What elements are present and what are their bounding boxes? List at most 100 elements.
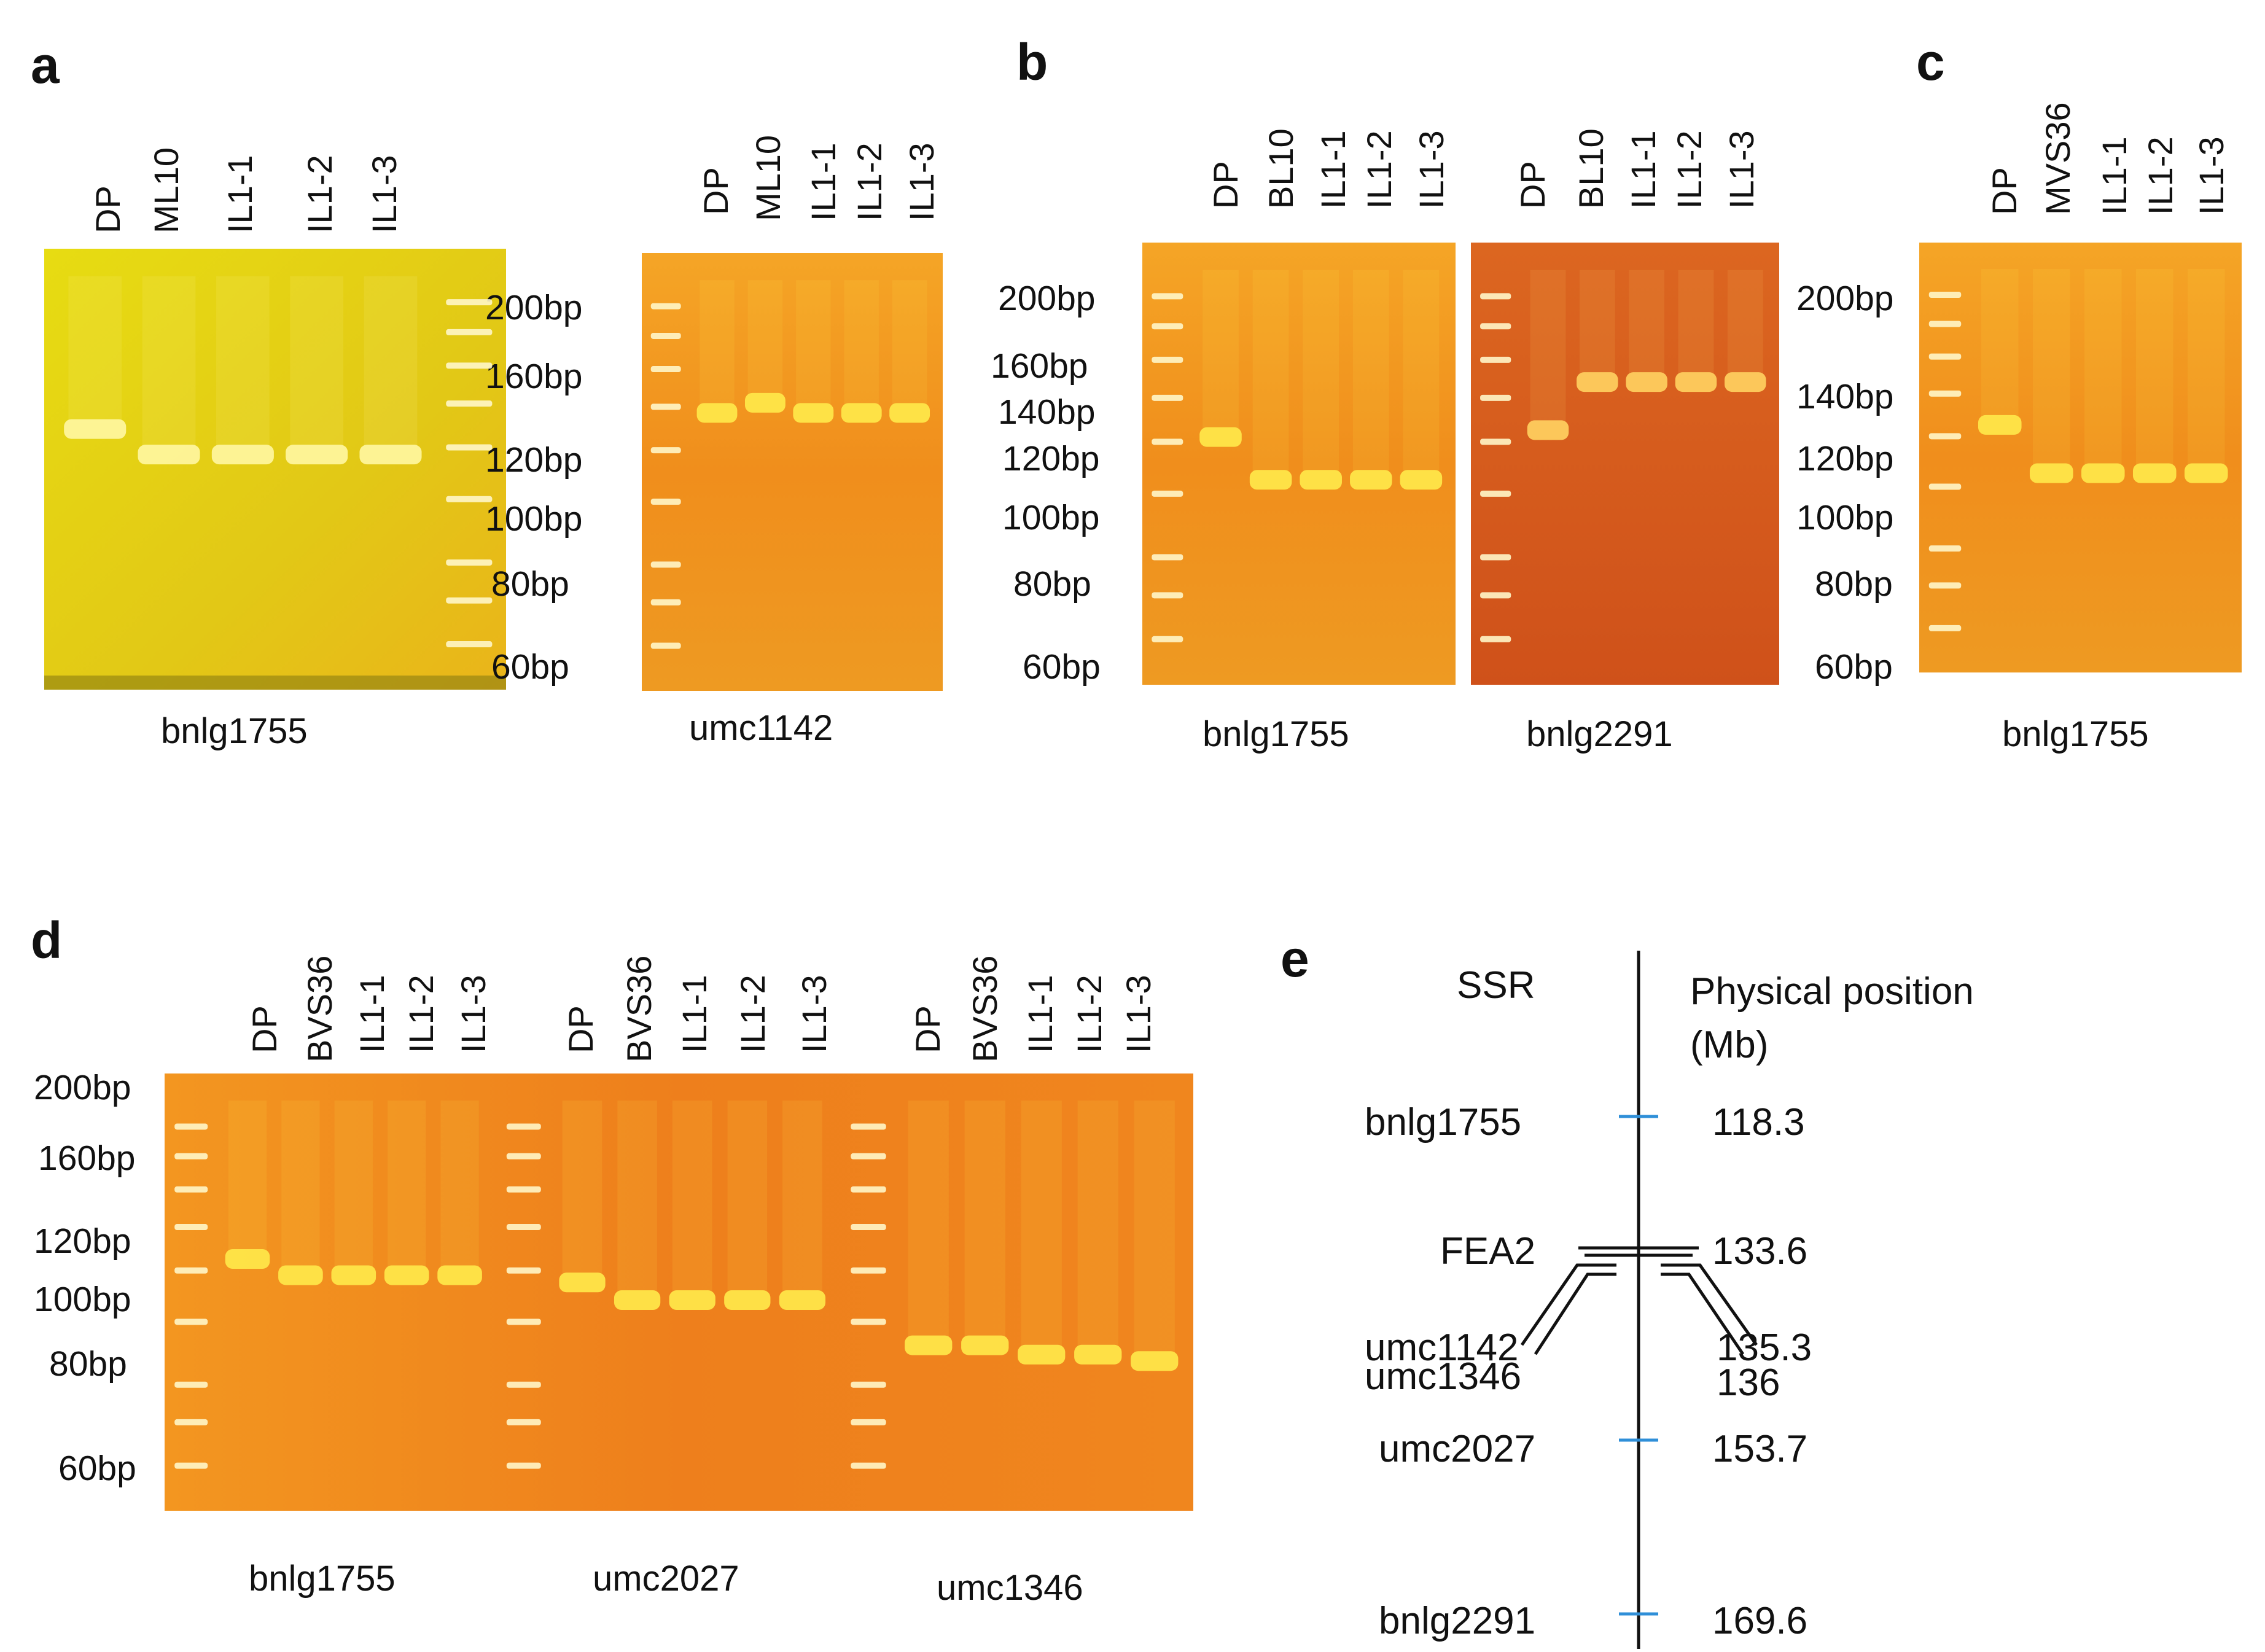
gel-b1: [1142, 243, 1456, 685]
size-label: 60bp: [1023, 647, 1101, 687]
ladder-band: [174, 1319, 208, 1325]
lane-smear: [727, 1101, 768, 1295]
lane-label: IL1-3: [1722, 130, 1761, 209]
marker-label-d1: bnlg1755: [249, 1559, 396, 1599]
ladder-band: [1152, 356, 1183, 363]
ladder-band: [174, 1224, 208, 1231]
lane-smear: [1403, 270, 1440, 474]
map-marker-position: 169.6: [1712, 1600, 1807, 1642]
dna-band: [331, 1265, 376, 1285]
lane-label: IL1-1: [220, 155, 259, 233]
gel-c1-background: [1919, 243, 2242, 672]
map-marker-position: 133.6: [1712, 1230, 1807, 1272]
size-label: 200bp: [1796, 279, 1894, 318]
dna-band: [1131, 1351, 1179, 1371]
ladder-band: [446, 400, 493, 407]
lane-smear: [1981, 269, 2019, 419]
lane-labels-a2: DP ML10 IL1-1 IL1-2 IL1-3: [696, 135, 941, 221]
lane-label: DP: [1985, 167, 2024, 215]
lane-smear: [1678, 270, 1714, 376]
map-marker-name: FEA2: [1440, 1230, 1535, 1272]
gel-a1: [44, 249, 506, 690]
ladder-band: [1480, 636, 1511, 642]
dna-band: [1199, 427, 1242, 447]
lane-smear: [1727, 270, 1763, 376]
fea2-connector-lines: [1520, 1263, 1758, 1355]
lane-label: ML10: [749, 135, 787, 221]
lane-smear: [2188, 269, 2225, 467]
gel-b1-background: [1142, 243, 1456, 685]
ladder-band: [506, 1381, 541, 1388]
size-label: 80bp: [491, 564, 569, 604]
ladder-band: [174, 1153, 208, 1159]
ladder-band: [1928, 291, 1962, 298]
lane-smear: [388, 1101, 426, 1269]
lane-label: BVS36: [620, 956, 658, 1062]
map-header-position: Physical position: [1690, 970, 1974, 1013]
size-label: 80bp: [1815, 564, 1893, 604]
lane-label: IL1-2: [733, 975, 772, 1053]
size-label: 100bp: [34, 1280, 131, 1319]
ladder-band: [650, 599, 681, 606]
dna-band: [1626, 372, 1667, 392]
panel-letter-a: a: [31, 36, 60, 94]
ladder-band: [1480, 490, 1511, 497]
ladder-band: [851, 1267, 886, 1274]
size-label: 80bp: [49, 1344, 127, 1384]
lane-label: BL10: [1261, 128, 1300, 209]
ladder-band: [650, 447, 681, 454]
lane-smear: [1629, 270, 1665, 376]
ladder-band: [1480, 293, 1511, 300]
dna-band: [2184, 463, 2228, 483]
lane-smear: [964, 1101, 1005, 1339]
lane-label: IL1-3: [454, 975, 493, 1053]
gel-c1: [1919, 243, 2242, 672]
size-label: 100bp: [1796, 498, 1894, 537]
dna-band: [1400, 470, 1443, 490]
size-label: 60bp: [58, 1449, 136, 1488]
size-label: 120bp: [1796, 439, 1894, 478]
size-label: 60bp: [1815, 647, 1893, 687]
lane-label: IL1-2: [1360, 130, 1398, 209]
lane-smear: [440, 1101, 479, 1269]
ladder-band: [1480, 438, 1511, 445]
dna-band: [905, 1335, 953, 1355]
dna-band: [724, 1290, 771, 1311]
size-label: 200bp: [998, 279, 1096, 318]
lane-smear: [908, 1101, 949, 1339]
lane-smear: [290, 276, 343, 449]
ladder-band: [174, 1267, 208, 1274]
size-label: 80bp: [1013, 564, 1091, 604]
lane-label: DP: [245, 1005, 284, 1053]
gel-b2: [1471, 243, 1779, 685]
lane-smear: [1134, 1101, 1175, 1355]
map-marker-name: umc1346: [1365, 1355, 1521, 1398]
dna-band: [437, 1265, 482, 1285]
size-label: 100bp: [485, 499, 583, 539]
ladder-band: [851, 1123, 886, 1130]
gel-a2: [642, 253, 943, 691]
dna-band: [1725, 372, 1766, 392]
ladder-band: [1152, 293, 1183, 300]
lane-label: BL10: [1572, 128, 1610, 209]
size-labels-a: 200bp 160bp 120bp 100bp 80bp 60bp: [485, 288, 583, 687]
ladder-band: [506, 1267, 541, 1274]
lane-labels-d1: DP BVS36 IL1-1 IL1-2 IL1-3: [245, 956, 493, 1062]
ladder-band: [506, 1462, 541, 1469]
ladder-band: [1928, 433, 1962, 440]
lane-labels-c1: DP MVS36 IL1-1 IL1-2 IL1-3: [1985, 102, 2231, 215]
dna-band: [841, 403, 882, 423]
ladder-band: [851, 1319, 886, 1325]
dna-band: [286, 445, 348, 465]
lane-smear: [747, 280, 783, 397]
dna-band: [1527, 420, 1569, 440]
lane-label: DP: [1513, 161, 1552, 209]
lane-label: IL1-2: [1670, 130, 1709, 209]
lane-smear: [1077, 1101, 1118, 1349]
dna-band: [779, 1290, 826, 1311]
lane-smear: [700, 280, 735, 407]
size-label: 120bp: [1002, 439, 1100, 478]
lane-label: IL1-1: [1314, 130, 1352, 209]
lane-smear: [782, 1101, 822, 1295]
ladder-band: [1480, 554, 1511, 561]
